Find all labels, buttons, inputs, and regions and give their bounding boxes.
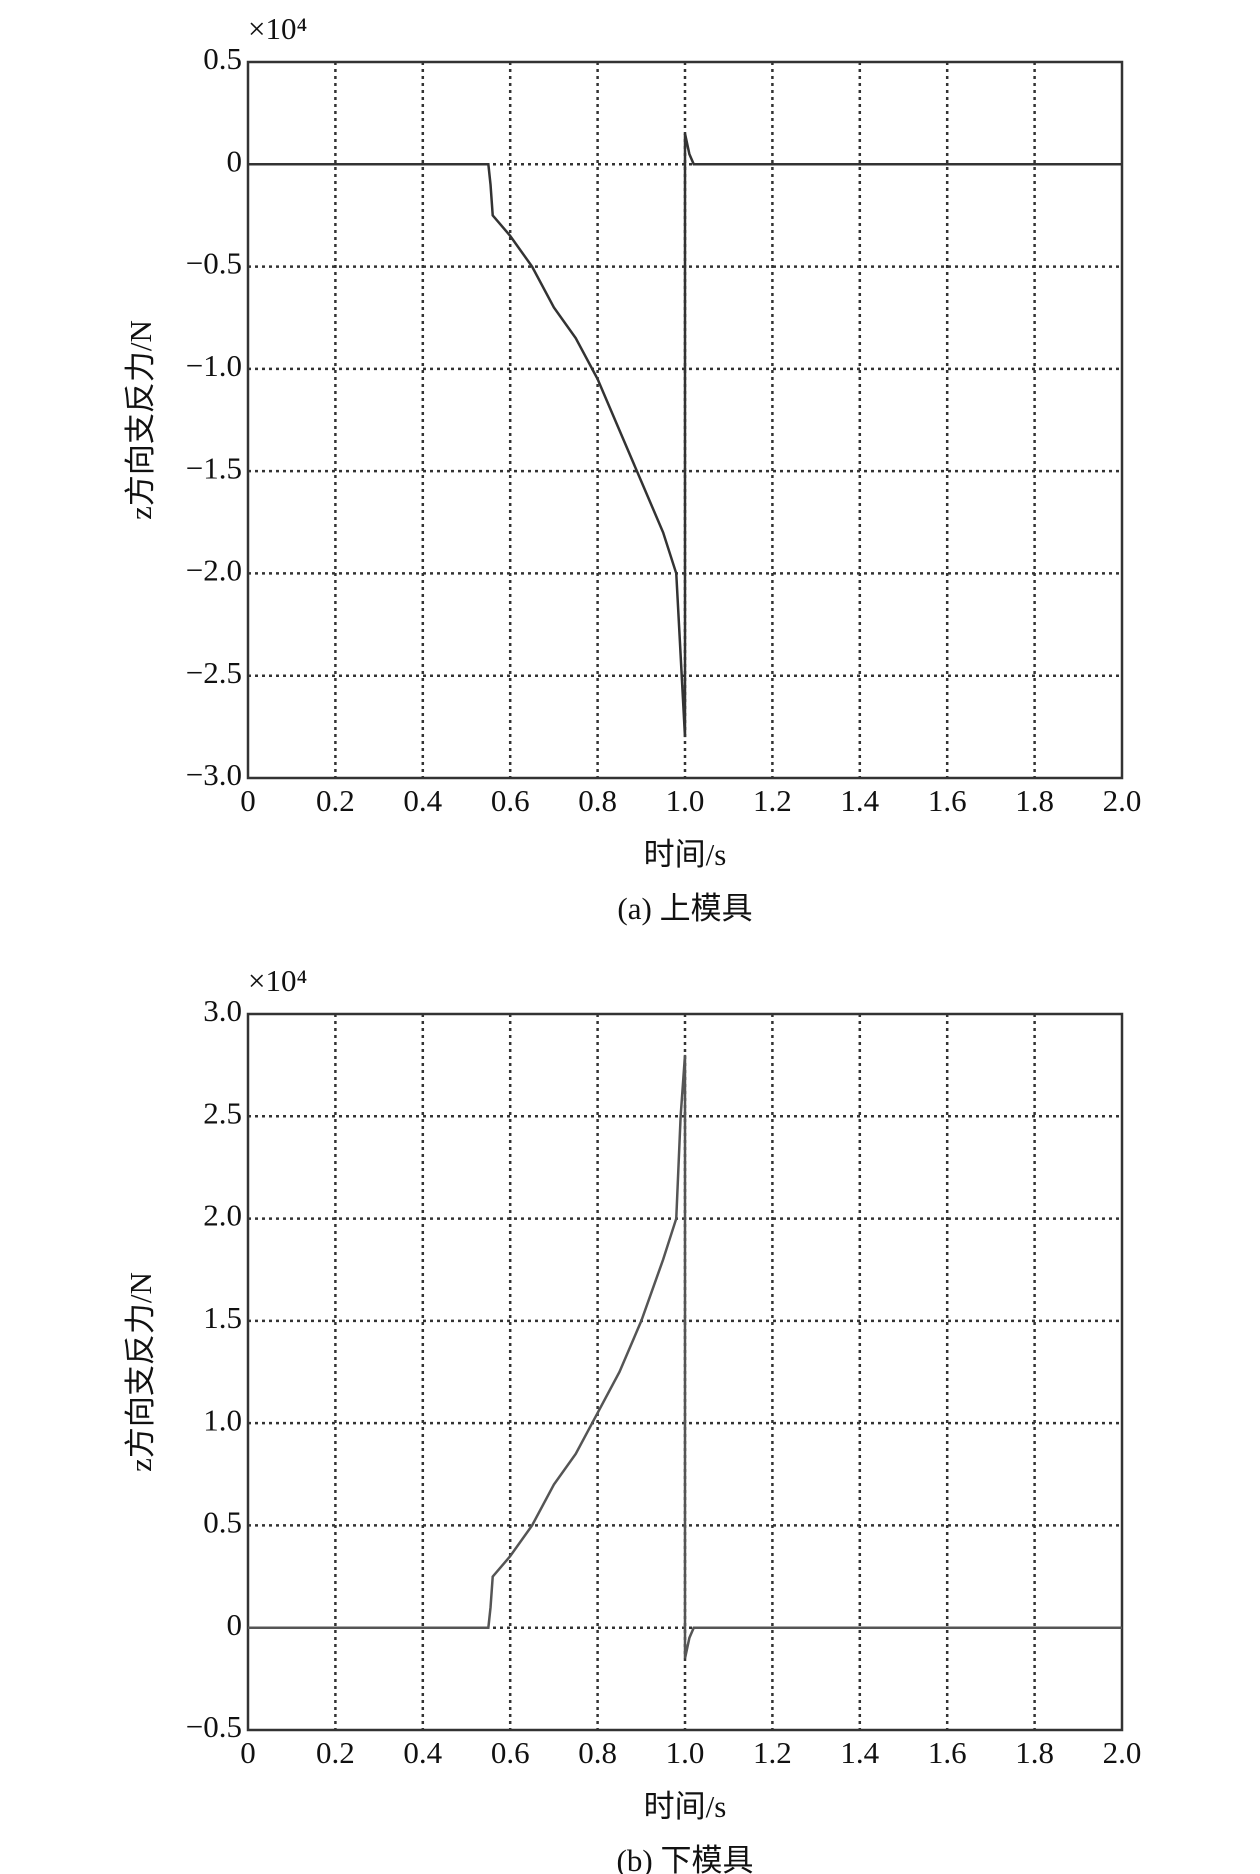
y-tick-label: 0.5: [203, 41, 242, 76]
x-tick-label: 1.4: [840, 783, 879, 818]
caption: (b) 下模具: [617, 1843, 754, 1874]
y-tick-label: 0.5: [203, 1505, 242, 1540]
x-tick-label: 1.0: [666, 1735, 705, 1770]
x-tick-label: 0.6: [491, 783, 530, 818]
x-tick-label: 0.8: [578, 783, 617, 818]
x-tick-label: 0.4: [403, 783, 442, 818]
y-tick-label: 1.5: [203, 1300, 242, 1335]
x-tick-label: 2.0: [1103, 1735, 1142, 1770]
plot-frame: [246, 1012, 1124, 1732]
y-tick-label: −1.0: [186, 348, 242, 383]
x-tick-label: 1.2: [753, 783, 792, 818]
plot-frame: [246, 60, 1124, 780]
y-tick-label: −0.5: [186, 1709, 242, 1744]
y-tick-label: −0.5: [186, 246, 242, 281]
x-axis-label: 时间/s: [644, 1789, 727, 1824]
y-tick-label: −2.5: [186, 655, 242, 690]
x-tick-label: 1.8: [1015, 783, 1054, 818]
y-tick-label: 0: [227, 1607, 243, 1642]
y-axis-label: z方向支反力/N: [123, 320, 158, 520]
x-tick-label: 1.8: [1015, 1735, 1054, 1770]
x-tick-label: 0.6: [491, 1735, 530, 1770]
x-tick-label: 0.2: [316, 1735, 355, 1770]
y-tick-label: 2.0: [203, 1198, 242, 1233]
x-tick-label: 0: [240, 783, 256, 818]
y-tick-label: −1.5: [186, 450, 242, 485]
x-tick-label: 0.2: [316, 783, 355, 818]
x-tick-label: 1.6: [928, 1735, 967, 1770]
y-tick-label: −2.0: [186, 553, 242, 588]
y-scale-label: ×10⁴: [248, 11, 307, 46]
y-axis-label: z方向支反力/N: [123, 1272, 158, 1472]
x-tick-label: 0.8: [578, 1735, 617, 1770]
x-tick-label: 1.2: [753, 1735, 792, 1770]
caption: (a) 上模具: [617, 891, 752, 926]
x-tick-label: 2.0: [1103, 783, 1142, 818]
x-tick-label: 0: [240, 1735, 256, 1770]
data-line: [248, 133, 1122, 738]
x-tick-label: 1.6: [928, 783, 967, 818]
y-scale-label: ×10⁴: [248, 963, 307, 998]
x-tick-label: 1.4: [840, 1735, 879, 1770]
data-line: [248, 1054, 1122, 1659]
y-tick-label: 0: [227, 143, 243, 178]
x-tick-label: 0.4: [403, 1735, 442, 1770]
x-tick-label: 1.0: [666, 783, 705, 818]
y-tick-label: −3.0: [186, 757, 242, 792]
y-tick-label: 1.0: [203, 1402, 242, 1437]
y-tick-label: 3.0: [203, 993, 242, 1028]
y-tick-label: 2.5: [203, 1095, 242, 1130]
x-axis-label: 时间/s: [644, 837, 727, 872]
